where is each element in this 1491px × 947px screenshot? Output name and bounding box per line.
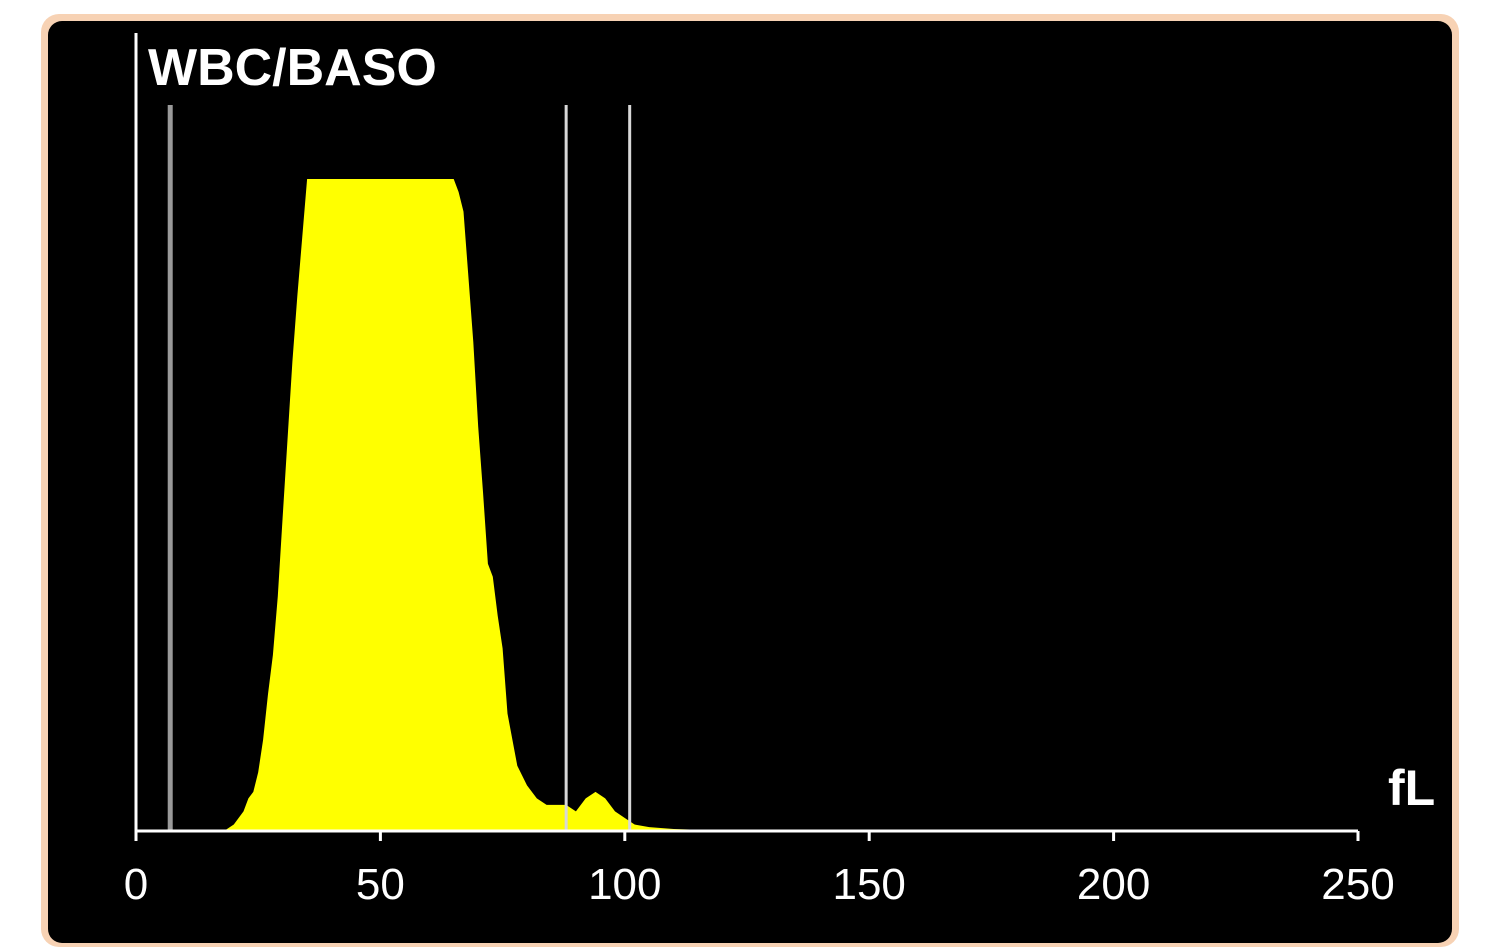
chart-title: WBC/BASO bbox=[148, 39, 437, 97]
histogram-area bbox=[136, 179, 1358, 831]
histogram-chart: 0 50 100 150 200 250 WBC/BASO fL bbox=[124, 33, 1435, 909]
x-tick-label: 150 bbox=[832, 860, 905, 909]
x-tick-label: 0 bbox=[124, 860, 148, 909]
x-tick-label: 100 bbox=[588, 860, 661, 909]
x-tick-label: 250 bbox=[1321, 860, 1394, 909]
x-axis-unit-label: fL bbox=[1388, 760, 1435, 816]
x-tick-label: 200 bbox=[1077, 860, 1150, 909]
histogram-panel: 0 50 100 150 200 250 WBC/BASO fL bbox=[48, 21, 1452, 943]
x-tick-label: 50 bbox=[356, 860, 405, 909]
